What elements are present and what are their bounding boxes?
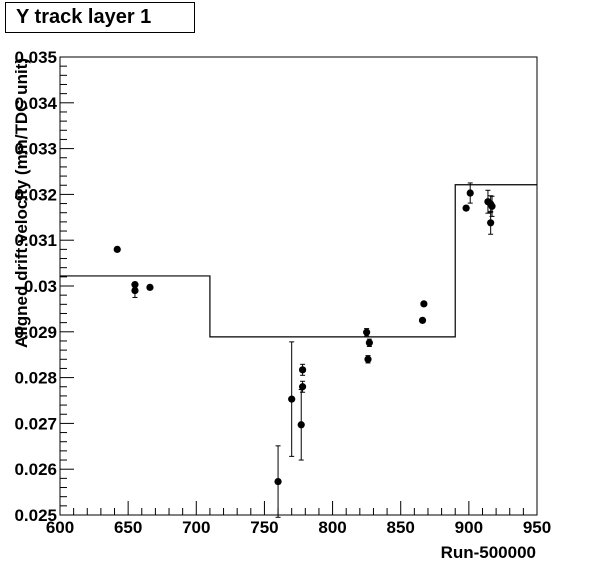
point-marker: [288, 395, 296, 403]
y-tick-label: 0.028: [14, 369, 57, 388]
point-marker: [297, 421, 305, 429]
data-point: [298, 380, 307, 393]
y-axis: 0.025 0.026 0.027 0.028 0.029 0.03 0.031 0.032 0…: [14, 48, 74, 525]
x-axis: 600 650 700 750 800 850 900 950: [46, 501, 551, 537]
data-point: [363, 328, 371, 337]
data-point: [297, 389, 305, 461]
x-tick-label: 700: [182, 518, 210, 537]
point-marker: [420, 300, 428, 308]
y-tick-label: 0.032: [14, 185, 57, 204]
step-line: [60, 184, 537, 338]
data-point: [487, 210, 495, 235]
point-marker: [418, 316, 427, 324]
data-points: [113, 182, 496, 518]
data-point: [274, 445, 282, 518]
data-point: [488, 195, 496, 217]
y-tick-label: 0.026: [14, 460, 57, 479]
y-axis-label: Aligned drift velocity (mm/TDC unit): [12, 58, 31, 348]
data-point: [113, 245, 121, 253]
data-point: [418, 316, 427, 324]
x-tick-label: 600: [46, 518, 74, 537]
y-tick-label: 0.033: [14, 140, 57, 159]
point-marker: [466, 189, 474, 197]
point-marker: [298, 383, 307, 391]
y-tick-label: 0.025: [14, 506, 57, 525]
point-marker: [365, 339, 373, 347]
data-point: [462, 204, 470, 212]
point-marker: [487, 219, 495, 227]
point-marker: [274, 477, 282, 486]
point-marker: [131, 286, 139, 295]
point-marker: [488, 202, 496, 210]
y-tick-label: 0.03: [24, 277, 57, 296]
x-tick-label: 650: [114, 518, 142, 537]
point-marker: [462, 204, 470, 212]
x-tick-label: 800: [318, 518, 346, 537]
point-marker: [363, 328, 371, 336]
x-axis-label: Run-500000: [441, 543, 536, 562]
point-marker: [364, 355, 372, 363]
data-point: [131, 283, 139, 298]
point-marker: [113, 245, 121, 253]
point-marker: [298, 366, 307, 374]
data-point: [420, 300, 428, 308]
y-tick-label: 0.029: [14, 323, 57, 342]
y-tick-label: 0.027: [14, 414, 57, 433]
x-tick-label: 750: [250, 518, 278, 537]
step-line-path: [60, 184, 537, 338]
data-point: [365, 338, 373, 347]
x-tick-label: 850: [387, 518, 415, 537]
x-tick-label: 900: [455, 518, 483, 537]
point-marker: [146, 283, 154, 291]
data-point: [466, 182, 474, 204]
data-point: [288, 341, 296, 457]
data-point: [298, 363, 307, 376]
plot-frame: [59, 56, 538, 516]
chart-title: Y track layer 1: [5, 2, 195, 33]
y-tick-label: 0.031: [14, 231, 57, 250]
x-tick-label: 950: [523, 518, 551, 537]
data-point: [146, 283, 154, 291]
y-tick-label: 0.035: [14, 48, 57, 67]
data-point: [364, 355, 372, 364]
y-tick-label: 0.034: [14, 94, 57, 113]
